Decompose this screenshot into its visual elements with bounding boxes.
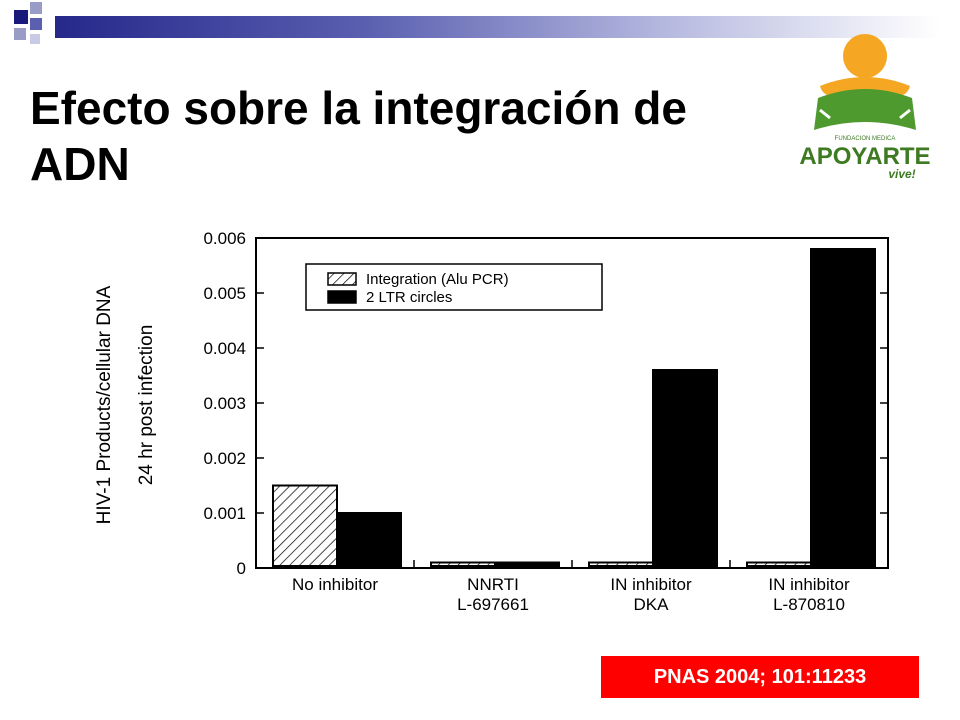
y-tick-label: 0.006 xyxy=(203,229,246,248)
y-axis-title: HIV-1 Products/cellular DNA 24 hr post i… xyxy=(94,285,157,524)
logo-subtitle: FUNDACION MEDICA xyxy=(835,136,896,142)
legend-swatch xyxy=(327,290,357,304)
bar-integration xyxy=(430,561,496,567)
bar-integration xyxy=(746,561,812,567)
x-tick-label: IN inhibitor xyxy=(610,575,692,594)
deco-square-light xyxy=(14,28,26,40)
x-tick-label: DKA xyxy=(634,595,670,614)
chart-container: HIV-1 Products/cellular DNA 24 hr post i… xyxy=(80,220,900,620)
x-tick-label: L-697661 xyxy=(457,595,529,614)
y-tick-label: 0.002 xyxy=(203,449,246,468)
deco-square-mid xyxy=(30,18,42,30)
y-tick-label: 0 xyxy=(237,559,246,578)
bar-ltr-circles xyxy=(336,512,402,567)
plot-area: 0 0.001 0.002 0.003 0.004 0.005 0.006 No inhibi… xyxy=(203,229,889,614)
slide-title: Efecto sobre la integración de ADN xyxy=(30,82,687,190)
citation-badge: PNAS 2004; 101:11233 xyxy=(601,656,919,698)
y-axis-label-line2: 24 hr post infection xyxy=(136,325,157,486)
legend-label: 2 LTR circles xyxy=(366,289,452,306)
logo-body-icon xyxy=(814,89,916,130)
bar-integration xyxy=(272,484,338,567)
y-tick-label: 0.003 xyxy=(203,394,246,413)
x-tick-label: L-870810 xyxy=(773,595,845,614)
deco-square-dark xyxy=(14,10,28,24)
x-tick-label: No inhibitor xyxy=(292,575,378,594)
x-tick-label: IN inhibitor xyxy=(768,575,850,594)
y-tick-label: 0.001 xyxy=(203,504,246,523)
bar-ltr-circles xyxy=(810,248,876,567)
y-tick-label: 0.004 xyxy=(203,339,246,358)
header-gradient-bar xyxy=(55,16,940,38)
logo-head-icon xyxy=(843,34,887,78)
deco-square-pale xyxy=(30,34,40,44)
bar-integration xyxy=(588,561,654,567)
bar-chart: HIV-1 Products/cellular DNA 24 hr post i… xyxy=(94,229,889,614)
legend-swatch xyxy=(327,272,357,286)
bar-ltr-circles xyxy=(494,561,560,567)
y-axis-label-line1: HIV-1 Products/cellular DNA xyxy=(94,285,115,524)
logo-name: APOYARTE xyxy=(799,143,930,170)
x-tick-label: NNRTI xyxy=(467,575,519,594)
apoyarte-logo: FUNDACION MEDICA APOYARTE vive! xyxy=(799,34,931,181)
deco-square-light xyxy=(30,2,42,14)
decorative-squares xyxy=(14,2,42,44)
bar-ltr-circles xyxy=(652,369,718,567)
y-tick-label: 0.005 xyxy=(203,284,246,303)
logo-tagline: vive! xyxy=(888,167,915,181)
legend-label: Integration (Alu PCR) xyxy=(366,271,509,288)
logo-detail-icon xyxy=(819,108,911,120)
